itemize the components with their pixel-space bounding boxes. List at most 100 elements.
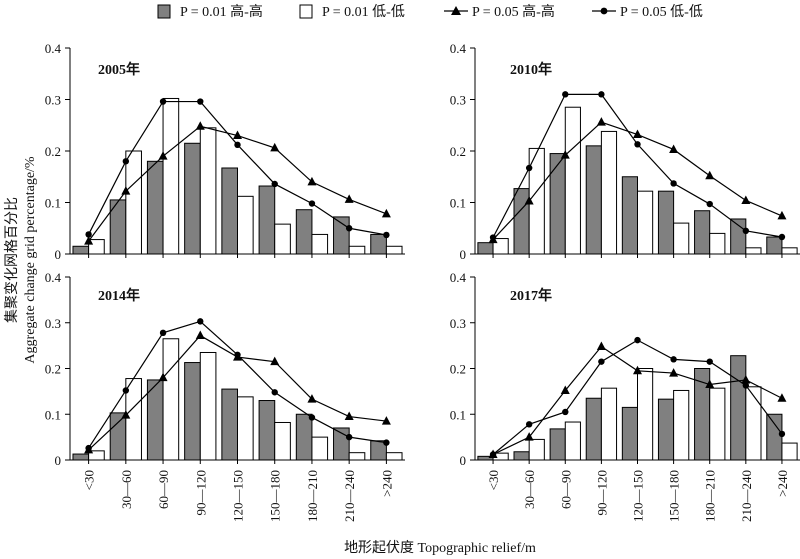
circle-point-7 bbox=[742, 227, 750, 235]
bar-high-high-8 bbox=[766, 413, 783, 461]
triangle-point-6 bbox=[307, 394, 317, 403]
y-tick-label: 0.3 bbox=[45, 316, 61, 331]
x-tick-label: 150—180 bbox=[268, 470, 283, 522]
circle-point-7 bbox=[345, 433, 353, 441]
bar-low-low-1 bbox=[528, 438, 545, 461]
triangle-point-2 bbox=[560, 150, 570, 159]
y-tick-label: 0.4 bbox=[45, 270, 62, 285]
bar-low-low-7 bbox=[745, 386, 762, 461]
legend-triangle-marker bbox=[451, 6, 461, 15]
bar-high-high-5 bbox=[258, 400, 276, 461]
circle-point-8 bbox=[778, 233, 786, 241]
bar-high-high-4 bbox=[621, 176, 638, 255]
triangle-point-1 bbox=[121, 410, 131, 419]
bar-high-high-5 bbox=[657, 398, 675, 461]
chart-panels: 0 0.1 0.2 0.3 0.4 2005年 0 0.1 0.2 0.3 0.4 2010年 0 0.1… bbox=[45, 41, 800, 522]
circle-point-1 bbox=[525, 421, 533, 428]
bar-low-low-4 bbox=[637, 190, 654, 255]
y-tick-label: 0.3 bbox=[450, 93, 466, 108]
triangle-point-7 bbox=[344, 411, 354, 421]
triangle-point-6 bbox=[705, 170, 715, 180]
bar-low-low-8 bbox=[385, 245, 403, 255]
triangle-point-4 bbox=[633, 129, 642, 139]
triangle-point-2 bbox=[560, 385, 570, 394]
triangle-point-1 bbox=[524, 432, 534, 441]
bar-low-low-4 bbox=[237, 195, 254, 255]
circle-point-5 bbox=[670, 180, 677, 187]
panel-title: 2017年 bbox=[510, 287, 552, 304]
bar-low-low-7 bbox=[348, 452, 366, 461]
triangle-point-3 bbox=[195, 330, 205, 340]
x-tick-label: 120—150 bbox=[631, 470, 646, 522]
circle-point-8 bbox=[383, 439, 390, 446]
circle-point-4 bbox=[634, 336, 641, 344]
bar-high-high-1 bbox=[513, 188, 530, 255]
circle-point-8 bbox=[383, 231, 390, 239]
bar-low-low-2 bbox=[162, 338, 180, 461]
bar-low-low-6 bbox=[709, 232, 726, 255]
legend: P = 0.01 高-高 P = 0.01 低-低 P = 0.05 高-高 P = … bbox=[157, 3, 703, 20]
y-tick-label: 0 bbox=[55, 247, 62, 262]
bar-high-high-0 bbox=[72, 453, 90, 461]
circle-point-0 bbox=[85, 231, 92, 238]
x-tick-label: 90—120 bbox=[193, 470, 208, 516]
bar-low-low-4 bbox=[637, 368, 654, 461]
bar-low-low-5 bbox=[673, 222, 690, 255]
circle-point-5 bbox=[670, 356, 677, 363]
legend-entry-2: P = 0.05 高-高 bbox=[472, 3, 555, 20]
triangle-point-5 bbox=[270, 142, 280, 152]
panel-title: 2005年 bbox=[98, 61, 140, 78]
chart-panel-2: 0 0.1 0.2 0.3 0.4 <30 30—60 60—90 90—120 120—150 1… bbox=[45, 270, 405, 522]
circle-point-4 bbox=[234, 351, 241, 358]
y-tick-label: 0.1 bbox=[45, 196, 61, 211]
bar-high-high-7 bbox=[333, 427, 350, 461]
circle-point-5 bbox=[271, 180, 278, 188]
bar-low-low-7 bbox=[348, 245, 366, 255]
y-tick-label: 0.2 bbox=[450, 144, 466, 159]
y-axis-title-cn: 集聚变化网格百分比 bbox=[3, 197, 20, 323]
bar-high-high-1 bbox=[109, 412, 127, 461]
y-tick-label: 0.4 bbox=[45, 41, 62, 56]
y-tick-label: 0 bbox=[460, 453, 467, 468]
triangle-point-7 bbox=[741, 374, 751, 384]
bar-low-low-3 bbox=[600, 387, 618, 461]
triangle-point-7 bbox=[741, 195, 751, 204]
y-tick-label: 0.4 bbox=[450, 270, 467, 285]
chart-panel-3: 0 0.1 0.2 0.3 0.4 <30 30—60 60—90 90—120 120—150 1… bbox=[450, 270, 800, 522]
triangle-point-4 bbox=[233, 130, 242, 140]
bar-low-low-7 bbox=[745, 247, 762, 255]
circle-point-0 bbox=[489, 234, 497, 241]
x-tick-label: 120—150 bbox=[231, 470, 246, 522]
triangle-point-8 bbox=[381, 208, 391, 218]
x-axis-title: 地形起伏度 Topographic relief/m bbox=[344, 540, 536, 556]
bar-low-low-2 bbox=[162, 97, 180, 255]
bar-high-high-2 bbox=[549, 428, 566, 461]
bar-low-low-3 bbox=[199, 127, 217, 255]
bar-low-low-5 bbox=[274, 223, 291, 255]
panel-title: 2014年 bbox=[98, 287, 140, 304]
legend-swatch-1 bbox=[299, 4, 313, 19]
bar-low-low-6 bbox=[709, 387, 726, 461]
circle-point-7 bbox=[742, 382, 750, 389]
y-tick-label: 0.2 bbox=[45, 362, 61, 377]
bar-low-low-8 bbox=[781, 247, 798, 255]
bar-high-high-5 bbox=[657, 190, 675, 255]
circle-point-2 bbox=[159, 98, 167, 105]
triangle-point-1 bbox=[121, 186, 131, 195]
bar-low-low-6 bbox=[311, 436, 329, 461]
bar-high-high-8 bbox=[370, 233, 387, 255]
circle-point-6 bbox=[308, 414, 316, 421]
bar-low-low-8 bbox=[781, 442, 798, 461]
legend-swatch-0 bbox=[157, 4, 171, 19]
triangle-point-5 bbox=[669, 368, 679, 377]
bar-low-low-4 bbox=[237, 396, 254, 461]
bar-high-high-2 bbox=[146, 160, 164, 255]
circle-point-0 bbox=[489, 451, 497, 458]
y-tick-label: 0.2 bbox=[450, 362, 466, 377]
bar-low-low-1 bbox=[125, 150, 142, 255]
circle-point-8 bbox=[778, 430, 786, 438]
circle-point-3 bbox=[598, 91, 605, 98]
x-tick-label: <30 bbox=[82, 470, 97, 490]
circle-point-3 bbox=[598, 358, 605, 365]
triangle-point-8 bbox=[381, 416, 391, 425]
